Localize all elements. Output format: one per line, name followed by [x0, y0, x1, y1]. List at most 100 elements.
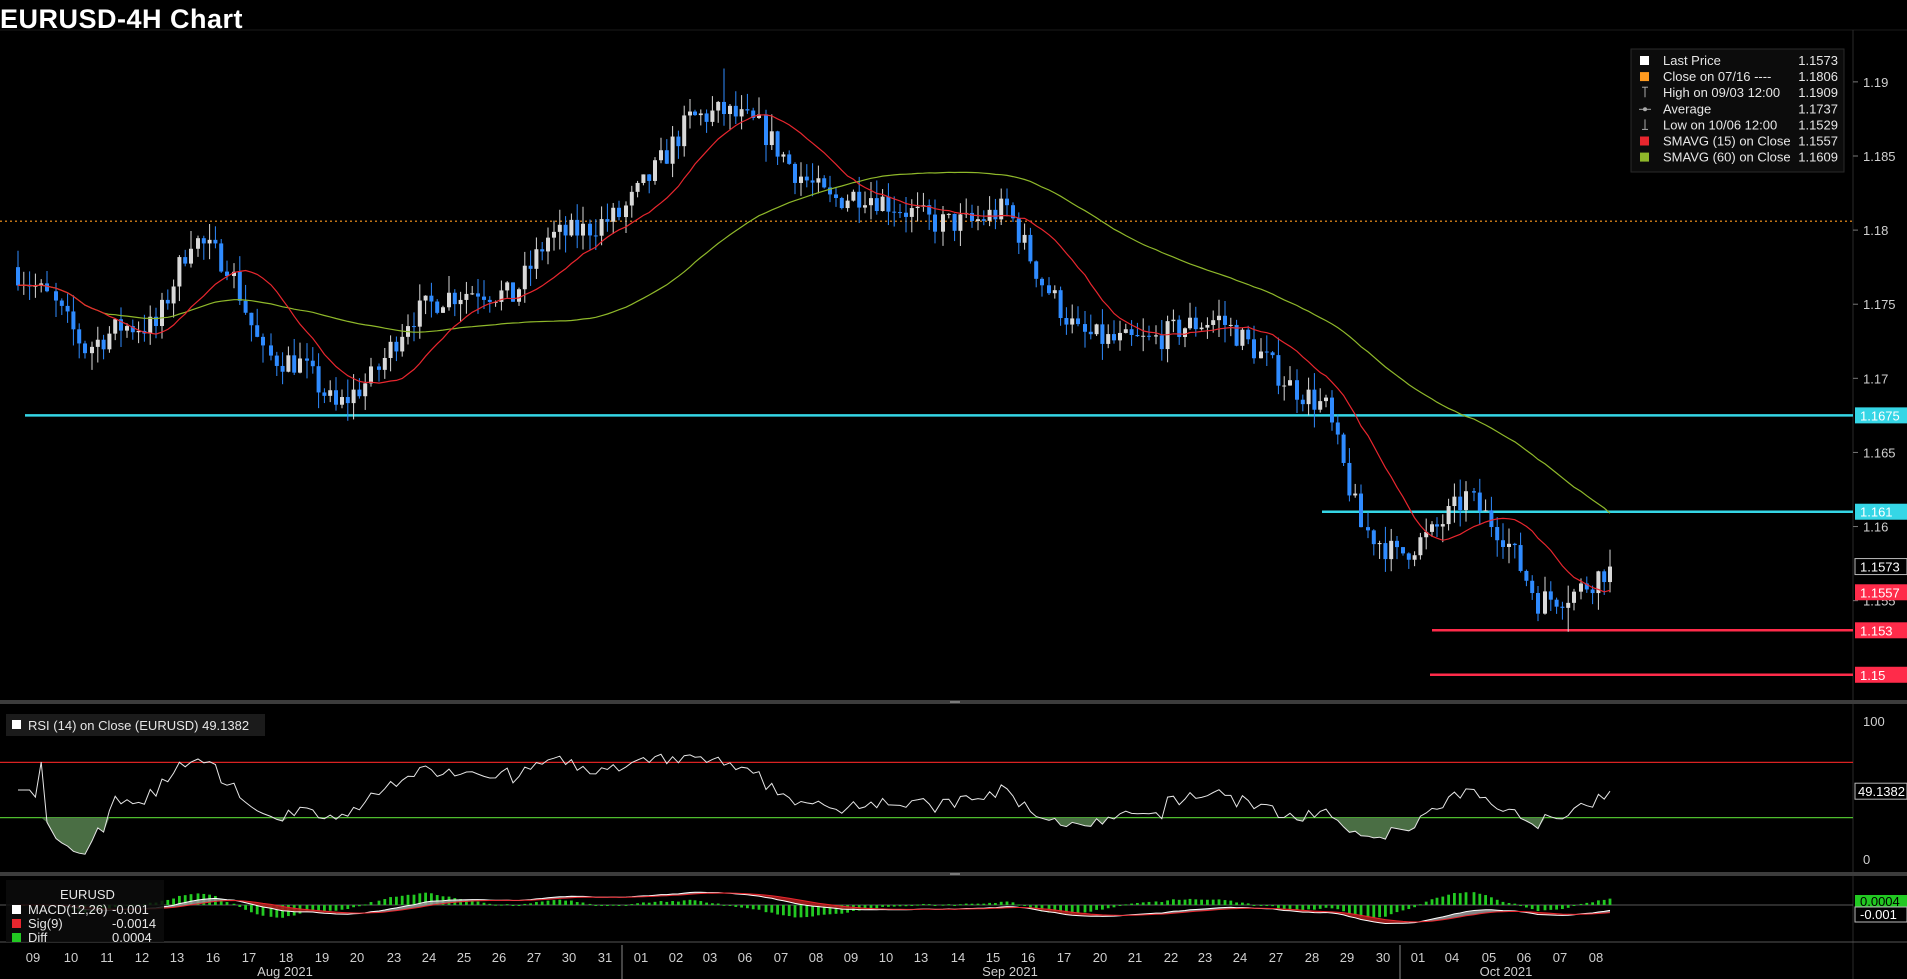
macd-diff-bar — [178, 895, 181, 905]
candle-body — [1246, 329, 1251, 340]
macd-diff-bar — [435, 895, 439, 905]
candle-body — [400, 336, 405, 352]
candle-body — [1330, 397, 1334, 423]
legend-label: SMAVG (15) on Close — [1663, 134, 1791, 149]
candle-body — [1389, 540, 1394, 560]
candle-body — [1159, 335, 1164, 350]
price-axis: 1.191.1851.181.1751.171.1651.161.1551.16… — [1853, 75, 1907, 683]
candle-body — [1016, 218, 1021, 243]
macd-diff-bar — [988, 902, 991, 905]
macd-diff-bar — [558, 899, 562, 905]
price-tick-label: 1.175 — [1863, 297, 1896, 312]
macd-diff-bar — [511, 905, 515, 906]
candle-body — [1234, 324, 1239, 346]
macd-diff-bar — [734, 905, 738, 907]
month-label: Sep 2021 — [982, 964, 1038, 979]
candle-body — [482, 296, 486, 300]
candle-body — [83, 343, 87, 354]
candle-body — [941, 214, 945, 232]
price-tick-label: 1.16 — [1863, 520, 1888, 535]
macd-diff-bar — [746, 905, 749, 909]
candle-body — [1579, 583, 1583, 592]
macd-diff-bar — [740, 905, 743, 908]
candle-body — [1295, 380, 1299, 400]
rsi-value-tag — [1854, 782, 1907, 800]
candle-body — [1094, 324, 1099, 335]
macd-diff-bar — [1384, 905, 1387, 917]
macd-diff-bar — [671, 901, 674, 905]
macd-diff-bar — [1065, 905, 1068, 915]
price-panel[interactable] — [0, 68, 1853, 677]
chart-frame — [0, 29, 1907, 979]
candle-body — [505, 282, 510, 291]
macd-diff-bar — [1507, 902, 1511, 905]
day-label: 16 — [1021, 950, 1035, 965]
macd-diff-bar — [1235, 902, 1238, 905]
candle-body — [898, 212, 902, 214]
macd-diff-tag — [1855, 895, 1907, 908]
macd-diff-bar — [1561, 905, 1564, 910]
white-square-icon — [1640, 56, 1649, 65]
macd-diff-bar — [232, 903, 236, 905]
macd-diff-bar — [1555, 905, 1558, 910]
macd-diff-bar — [1348, 905, 1351, 915]
candle-body — [722, 101, 726, 115]
candle-body — [581, 223, 585, 236]
rsi-tick-label: 0 — [1863, 852, 1870, 867]
candle-body — [1406, 553, 1411, 560]
macd-diff-bar — [624, 904, 628, 906]
macd-diff-bar — [238, 905, 242, 907]
candle-body — [1602, 571, 1607, 583]
macd-diff-bar — [323, 905, 326, 912]
macd-diff-bar — [1206, 899, 1209, 905]
day-label: 01 — [634, 950, 648, 965]
candle-body — [769, 131, 774, 146]
candle-body — [1199, 327, 1204, 330]
candle-body — [1359, 493, 1363, 528]
candle-body — [987, 209, 992, 221]
macd-diff-bar — [1572, 905, 1576, 906]
macd-diff-bar — [705, 902, 708, 905]
candle-body — [1446, 506, 1451, 525]
candle-body — [653, 160, 657, 181]
candle-body — [101, 339, 106, 350]
legend-value: 1.1573 — [1798, 53, 1838, 68]
macd-diff-bar — [1602, 899, 1606, 905]
macd-diff-bar — [1005, 901, 1009, 905]
candle-body — [816, 178, 821, 183]
candle-body — [1377, 543, 1382, 545]
candle-body — [1584, 583, 1589, 590]
macd-diff-bar — [904, 905, 908, 907]
candle-body — [1205, 324, 1210, 328]
macd-diff-bar — [261, 905, 265, 916]
macd-diff-bar — [529, 903, 532, 905]
macd-diff-bar — [412, 894, 416, 905]
macd-row-square-icon — [12, 905, 21, 914]
candle-body — [1259, 351, 1263, 359]
day-label: 21 — [1128, 950, 1142, 965]
candle-body — [363, 383, 368, 397]
macd-diff-bar — [994, 903, 997, 905]
rsi-panel[interactable]: RSI (14) on Close (EURUSD) 49.1382 100 0 49… — [0, 714, 1907, 867]
day-label: 14 — [951, 950, 965, 965]
time-axis: 09 10 11 12 13 16 17 18 19 20 23 24 25 26 27 30 31 01 02 03… — [26, 945, 1603, 979]
macd-diff-bar — [1389, 905, 1393, 915]
day-label: 07 — [774, 950, 788, 965]
macd-diff-bar — [976, 903, 980, 905]
candle-body — [119, 319, 123, 331]
macd-diff-bar — [757, 905, 761, 910]
candle-body — [219, 243, 224, 272]
candle-body — [1412, 555, 1417, 560]
candle-body — [664, 150, 669, 164]
macd-diff-bar — [389, 897, 392, 905]
macd-diff-bar — [1277, 905, 1280, 909]
candle-body — [775, 131, 780, 157]
candle-body — [54, 291, 58, 301]
day-label: 20 — [350, 950, 364, 965]
candle-body — [1171, 319, 1176, 322]
macd-row-value: 0.0004 — [112, 930, 152, 945]
legend-box: Last Price 1.1573 Close on 07/16 ---- 1.180… — [1630, 48, 1845, 173]
candle-body — [869, 198, 873, 206]
